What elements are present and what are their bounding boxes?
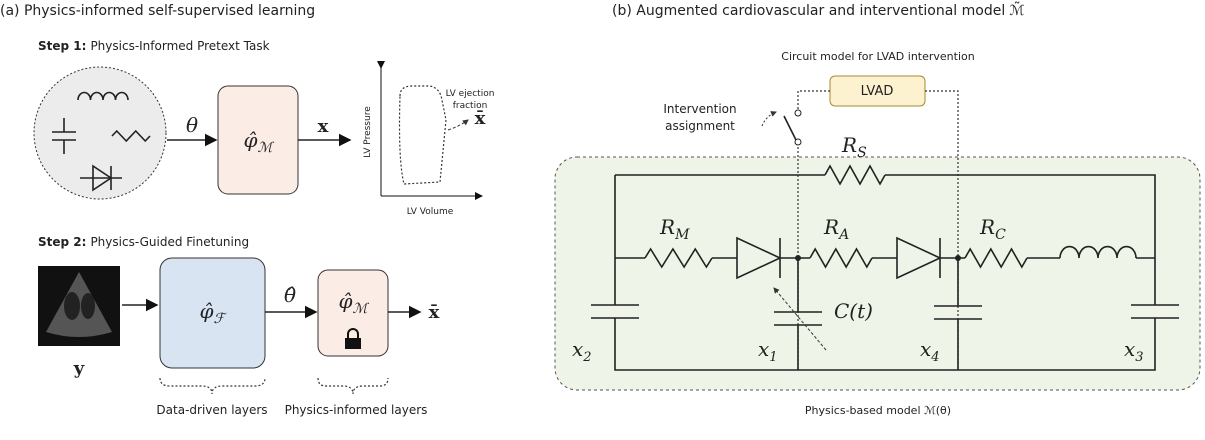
- switch-label: Intervention: [663, 102, 736, 116]
- note: LV ejection: [446, 89, 495, 99]
- step1: Step 1: Physics-Informed Pretext Task: [38, 39, 270, 53]
- r-base: R: [841, 133, 857, 157]
- step2: Step 2: Physics-Guided Finetuning: [38, 235, 249, 249]
- y-axis-label: LV Pressure: [363, 106, 373, 158]
- component-circle-part: [34, 67, 166, 199]
- theta: θ: [186, 113, 198, 137]
- brace-label: Physics-informed layers: [285, 403, 428, 417]
- echo-image: [38, 266, 120, 346]
- panel-a-title: (a) Physics-informed self-supervised lea…: [0, 3, 315, 19]
- step1-label: Step 1:: [38, 39, 86, 53]
- phi-sub: ℳ: [353, 301, 370, 317]
- brace: [318, 378, 388, 394]
- pv-plot-part: [448, 120, 468, 130]
- r-sub: S: [857, 145, 867, 161]
- x-base: x: [1124, 337, 1135, 361]
- circuit-part: [798, 91, 830, 110]
- brace: [160, 378, 265, 394]
- component-circle: [34, 67, 166, 199]
- x-sub: 4: [930, 350, 939, 365]
- circuit-part: [795, 110, 801, 116]
- r-base: R: [979, 215, 995, 239]
- step2-text: Physics-Guided Finetuning: [90, 235, 249, 249]
- r-sub: A: [837, 227, 849, 243]
- r-base: R: [659, 215, 675, 239]
- r-s: RS: [841, 133, 867, 161]
- phi: φ̂: [339, 289, 353, 313]
- circuit-part: [762, 112, 776, 126]
- switch-label: assignment: [665, 119, 735, 133]
- echo-image-part: [81, 293, 95, 319]
- x-axis-label: LV Volume: [407, 207, 454, 217]
- brace-label: Data-driven layers: [156, 403, 267, 417]
- c-t: C(t): [834, 299, 873, 323]
- circuit-part: [784, 116, 796, 140]
- phi: φ̂: [199, 299, 213, 323]
- circuit-title: Circuit model for LVAD intervention: [781, 50, 974, 63]
- x-bar: x̄: [429, 302, 440, 323]
- phi: φ̂: [244, 128, 258, 152]
- x-sub: 1: [769, 350, 777, 365]
- lock-icon-part: [345, 338, 361, 349]
- r-sub: M: [674, 227, 690, 243]
- theta-hat: θ̂: [284, 283, 296, 307]
- pv-plot: [381, 68, 482, 196]
- phi-sub: ℳ: [258, 140, 275, 156]
- caption: Physics-based model ℳ(θ): [805, 404, 951, 417]
- step1-text: Physics-Informed Pretext Task: [90, 39, 269, 53]
- x-sub: 3: [1135, 350, 1143, 365]
- step2-label: Step 2:: [38, 235, 86, 249]
- x-base: x: [920, 337, 931, 361]
- x-bar: x̄: [475, 108, 486, 129]
- x-base: x: [758, 337, 769, 361]
- pv-plot-part: [400, 86, 447, 184]
- r-base: R: [823, 215, 839, 239]
- echo-image-part: [64, 292, 80, 320]
- figure: (a) Physics-informed self-supervised lea…: [0, 0, 1205, 440]
- x-sub: 2: [582, 350, 591, 365]
- model-region: [555, 157, 1200, 390]
- x-base: x: [572, 337, 583, 361]
- lvad-label: LVAD: [861, 84, 894, 99]
- r-sub: C: [995, 227, 1006, 243]
- y-input: y: [73, 358, 85, 379]
- x-output: x: [318, 116, 329, 137]
- panel-b-title: (b) Augmented cardiovascular and interve…: [612, 1, 1025, 19]
